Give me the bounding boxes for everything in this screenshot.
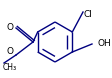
Text: CH₃: CH₃	[3, 63, 17, 72]
Text: O: O	[6, 48, 14, 56]
Text: O: O	[6, 23, 14, 33]
Text: OH: OH	[97, 39, 111, 49]
Text: Cl: Cl	[83, 10, 92, 19]
